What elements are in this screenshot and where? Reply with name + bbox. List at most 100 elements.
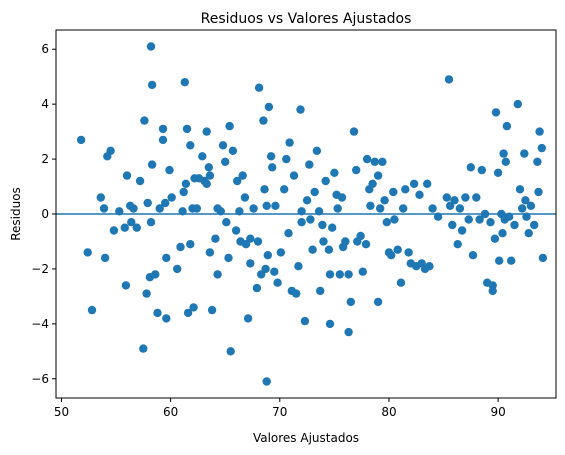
data-point bbox=[490, 234, 500, 243]
data-point bbox=[273, 278, 282, 287]
data-point bbox=[468, 251, 478, 260]
data-point bbox=[337, 193, 347, 202]
data-point bbox=[457, 226, 467, 235]
data-point bbox=[530, 220, 539, 230]
data-point bbox=[143, 198, 152, 208]
data-point bbox=[120, 223, 129, 232]
data-point bbox=[538, 253, 548, 263]
x-tick-label: 50 bbox=[54, 405, 69, 419]
data-point bbox=[318, 220, 327, 230]
data-point bbox=[533, 157, 542, 166]
data-point bbox=[455, 204, 465, 213]
data-point bbox=[486, 218, 495, 227]
data-point bbox=[305, 160, 314, 169]
data-point bbox=[442, 193, 451, 202]
data-point bbox=[300, 316, 310, 326]
data-point bbox=[312, 146, 322, 155]
data-point bbox=[472, 193, 481, 202]
data-point bbox=[488, 286, 497, 296]
data-point bbox=[147, 160, 157, 169]
data-point bbox=[319, 237, 328, 246]
data-point bbox=[99, 204, 109, 213]
data-point bbox=[211, 234, 220, 243]
data-point bbox=[246, 259, 255, 268]
data-point bbox=[135, 176, 145, 186]
data-point bbox=[308, 245, 317, 254]
data-point bbox=[262, 377, 271, 386]
data-point bbox=[226, 347, 235, 356]
data-point bbox=[225, 121, 234, 131]
data-point bbox=[534, 187, 543, 197]
data-point bbox=[213, 270, 222, 279]
data-point bbox=[524, 229, 533, 238]
data-point bbox=[390, 215, 399, 224]
data-point bbox=[366, 201, 375, 210]
data-point bbox=[146, 218, 156, 227]
data-point bbox=[179, 187, 188, 197]
data-point bbox=[507, 256, 516, 265]
data-point bbox=[316, 286, 325, 296]
data-point bbox=[204, 163, 213, 172]
data-point bbox=[495, 256, 504, 265]
data-point bbox=[181, 179, 191, 188]
data-point bbox=[292, 289, 301, 298]
x-tick-label: 70 bbox=[272, 405, 287, 419]
data-point bbox=[499, 149, 508, 158]
data-point bbox=[151, 270, 160, 279]
data-point bbox=[302, 196, 312, 205]
data-point bbox=[376, 204, 385, 213]
data-point bbox=[425, 262, 434, 271]
data-point bbox=[207, 305, 217, 315]
data-point bbox=[246, 234, 255, 243]
data-point bbox=[380, 196, 389, 205]
data-point bbox=[393, 245, 402, 254]
data-point bbox=[109, 226, 119, 235]
y-axis-label: Residuos bbox=[9, 187, 23, 241]
data-point bbox=[362, 154, 372, 164]
data-point bbox=[501, 157, 510, 166]
data-point bbox=[324, 245, 334, 254]
data-point bbox=[333, 204, 342, 213]
data-point bbox=[233, 176, 242, 186]
data-point bbox=[96, 193, 106, 202]
data-point bbox=[167, 193, 176, 202]
data-point bbox=[254, 83, 264, 92]
data-point bbox=[270, 267, 279, 276]
data-point bbox=[321, 176, 330, 186]
data-point bbox=[122, 171, 132, 180]
data-point bbox=[521, 196, 530, 205]
data-point bbox=[271, 201, 280, 210]
data-point bbox=[491, 108, 501, 117]
data-point bbox=[297, 218, 306, 227]
data-point bbox=[139, 344, 148, 353]
data-point bbox=[325, 319, 335, 329]
data-point bbox=[205, 171, 215, 180]
data-point bbox=[428, 204, 437, 213]
x-tick-label: 60 bbox=[163, 405, 178, 419]
data-point bbox=[218, 141, 228, 150]
data-point bbox=[325, 270, 335, 279]
data-point bbox=[535, 127, 544, 136]
data-point bbox=[344, 327, 353, 337]
data-point bbox=[268, 163, 277, 172]
data-point bbox=[266, 152, 276, 161]
data-point bbox=[249, 204, 258, 213]
data-point bbox=[238, 171, 247, 180]
data-point bbox=[409, 179, 419, 188]
data-point bbox=[289, 171, 299, 180]
data-point bbox=[173, 264, 182, 274]
data-point bbox=[228, 146, 238, 155]
data-point bbox=[373, 171, 383, 180]
data-point bbox=[520, 149, 529, 158]
data-point bbox=[83, 248, 92, 257]
axes-frame bbox=[55, 29, 557, 399]
data-point bbox=[158, 124, 168, 134]
plot-area bbox=[56, 42, 556, 386]
data-point bbox=[361, 240, 371, 249]
data-point bbox=[396, 278, 406, 287]
data-point bbox=[202, 179, 211, 188]
x-tick-label: 90 bbox=[490, 405, 505, 419]
data-point bbox=[498, 229, 507, 238]
data-point bbox=[155, 204, 164, 213]
